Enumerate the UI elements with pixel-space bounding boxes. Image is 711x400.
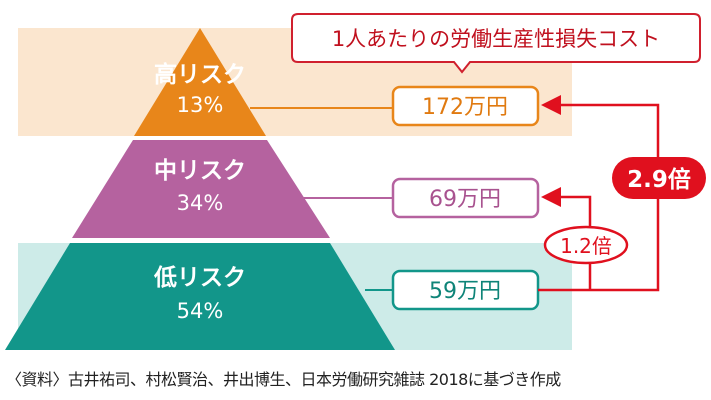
ratio-badge-mid (543, 225, 629, 265)
source-note: 〈資料〉古井祐司、村松賢治、井出博生、日本労働研究雑誌 2018に基づき作成 (6, 370, 561, 389)
low-cost-value: 59万円 (429, 279, 501, 304)
high-cost-box (391, 85, 540, 127)
callout-bubble (291, 13, 701, 74)
low-risk-label: 低リスク (153, 265, 246, 291)
high-cost-value: 172万円 (422, 95, 508, 120)
ratio-high-text: 2.9倍 (627, 166, 691, 193)
pyramid-mid-risk (72, 140, 330, 238)
mid-cost-value: 69万円 (429, 187, 501, 212)
mid-risk-label: 中リスク (154, 158, 246, 184)
mid-risk-percent: 34% (177, 191, 224, 215)
pyramid-low-risk (5, 243, 395, 350)
low-risk-percent: 54% (177, 299, 224, 323)
mid-cost-box (391, 177, 540, 219)
ratio-mid-text: 1.2倍 (560, 234, 612, 258)
callout-text: 1人あたりの労働生産性損失コスト (332, 27, 660, 51)
high-risk-percent: 13% (177, 93, 224, 117)
high-risk-label: 高リスク (154, 61, 246, 88)
ratio-badge-high (612, 157, 706, 199)
pyramid-high-risk (134, 28, 266, 136)
